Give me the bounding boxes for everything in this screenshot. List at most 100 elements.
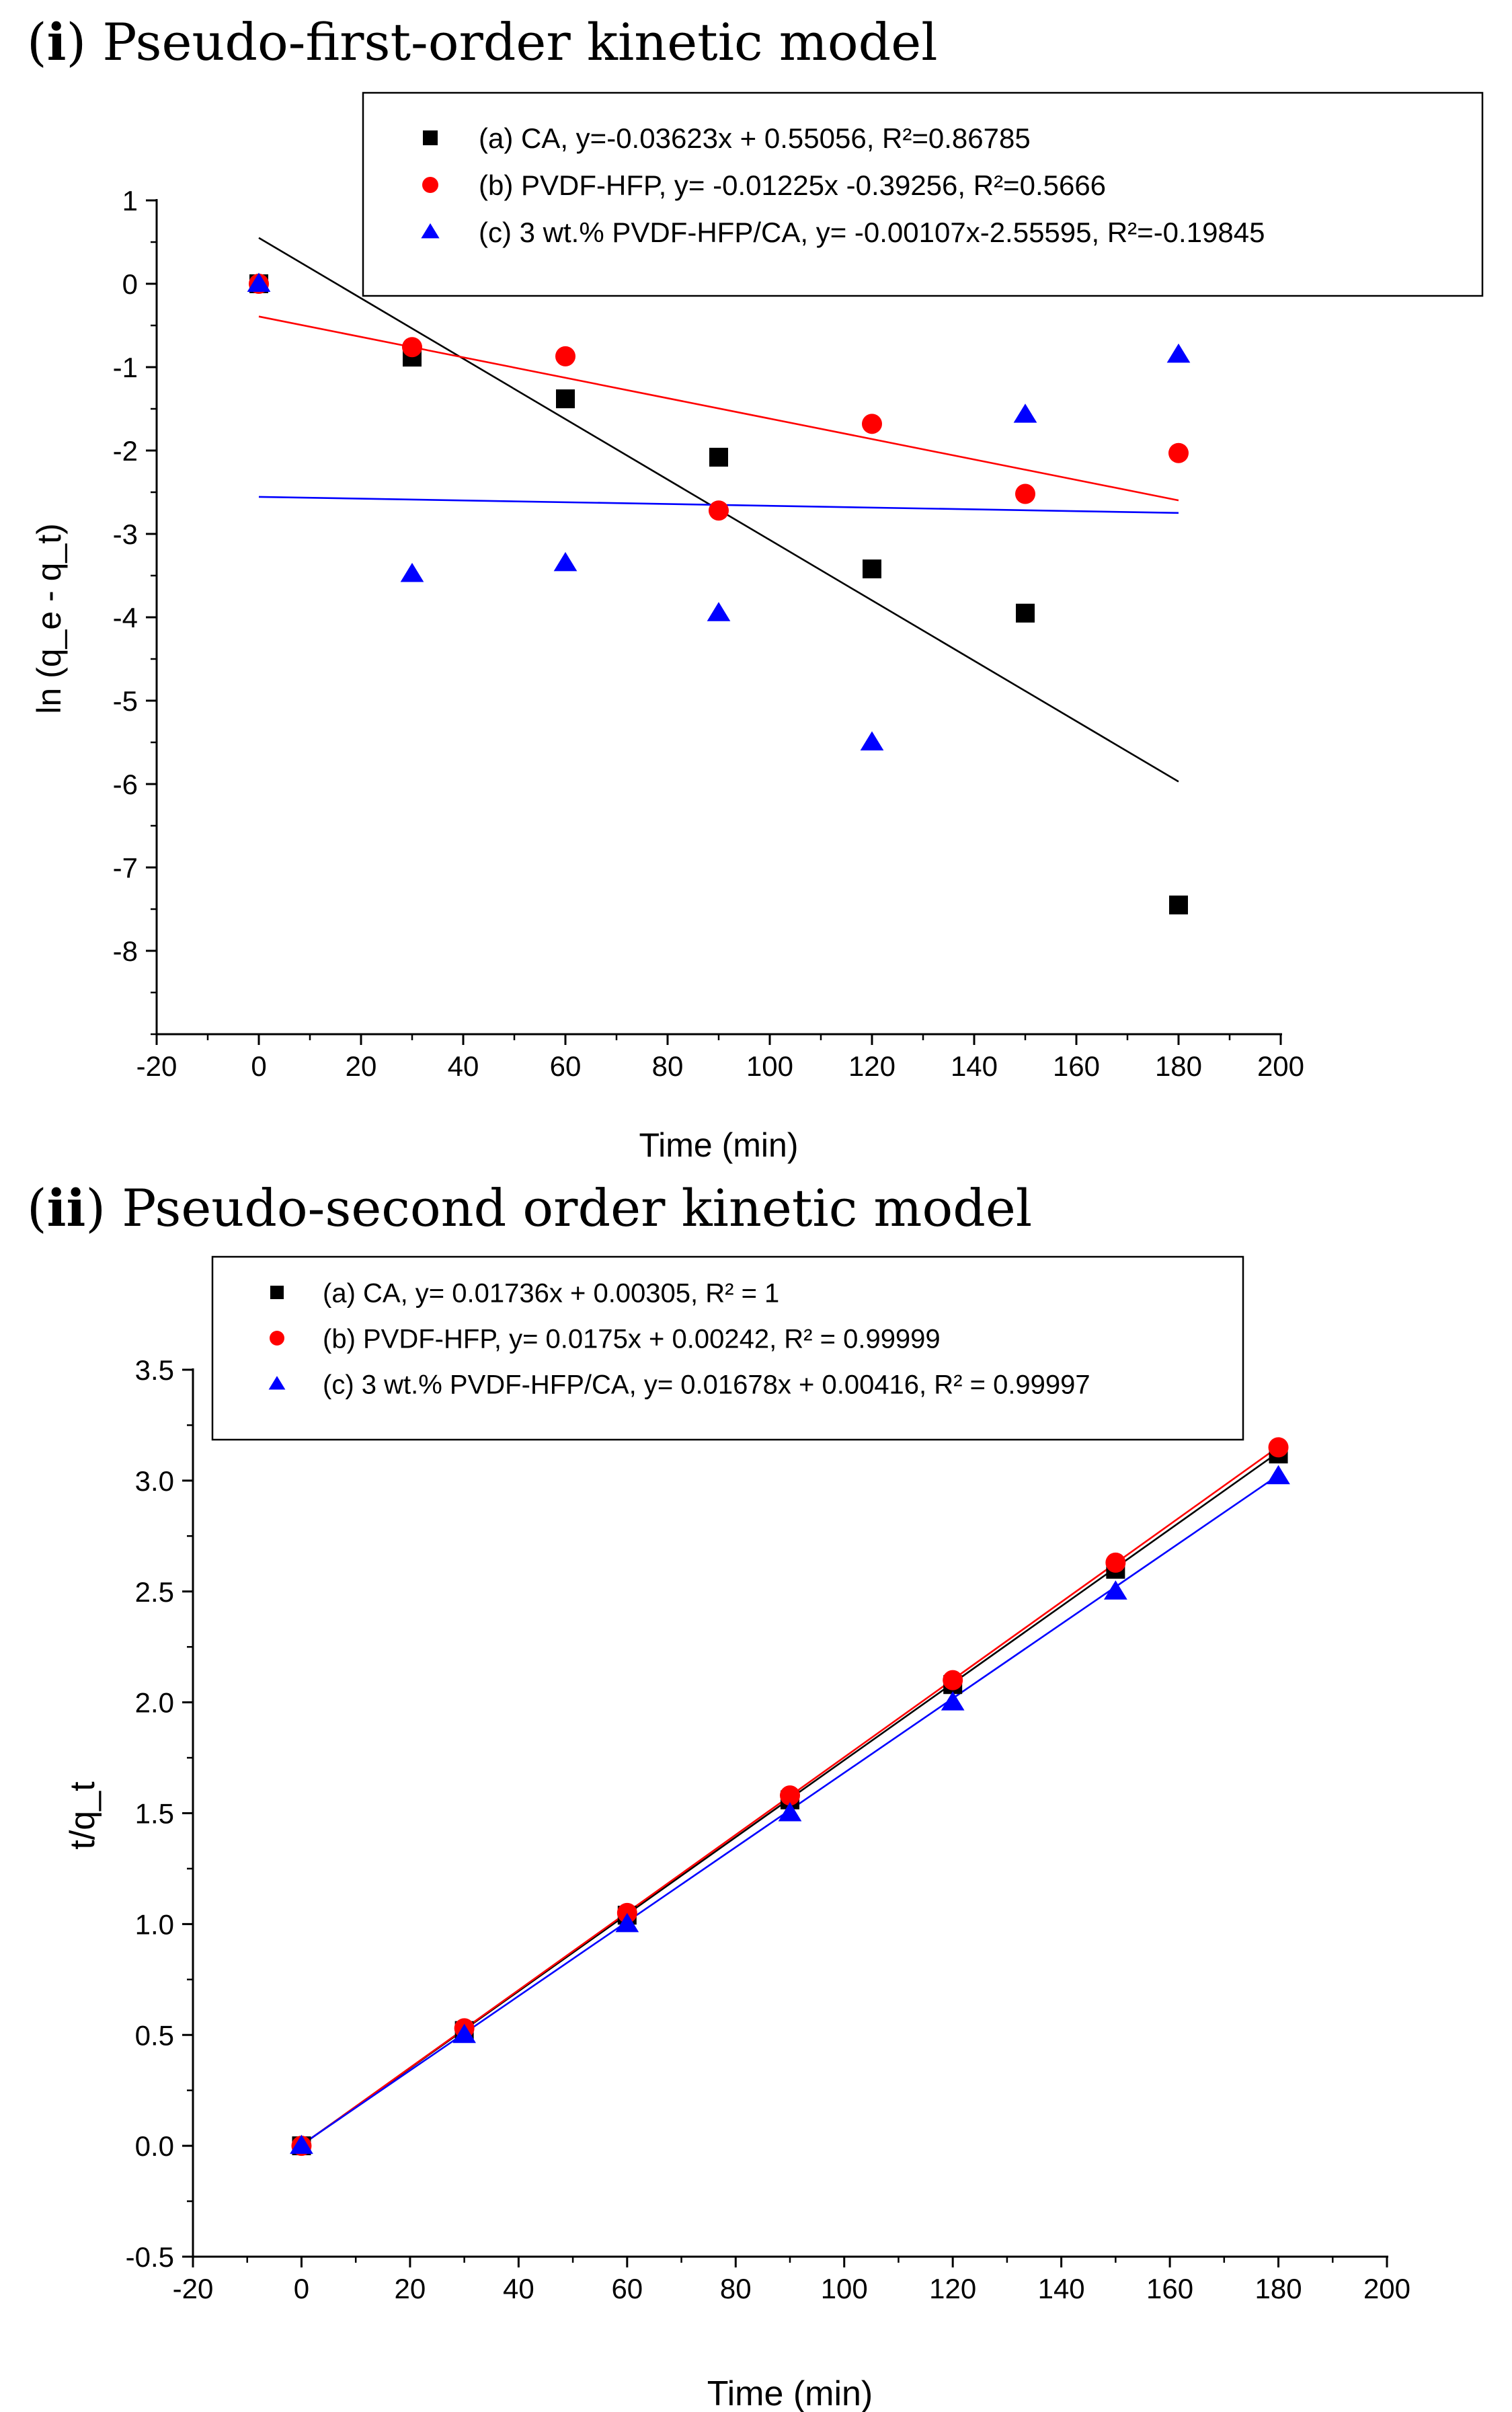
data-point-i-series-2 bbox=[400, 563, 424, 582]
legend-label-ii-series-0: (a) CA, y= 0.01736x + 0.00305, R² = 1 bbox=[323, 1278, 779, 1308]
y-tick-label-ii: 3.5 bbox=[135, 1354, 174, 1386]
x-tick-label-i: 40 bbox=[448, 1050, 479, 1082]
data-point-i-series-0 bbox=[1016, 603, 1035, 623]
legend-marker-i-series-1 bbox=[422, 177, 438, 193]
x-tick-label-ii: 60 bbox=[611, 2273, 643, 2304]
legend-label-ii-series-2: (c) 3 wt.% PVDF-HFP/CA, y= 0.01678x + 0.… bbox=[323, 1370, 1090, 1399]
x-tick-label-i: 20 bbox=[346, 1050, 377, 1082]
panel-label-i: i bbox=[46, 12, 67, 72]
y-tick-label-i: 0 bbox=[122, 268, 138, 300]
data-point-i-series-0 bbox=[556, 389, 575, 409]
x-tick-label-ii: 20 bbox=[395, 2273, 426, 2304]
legend-marker-ii-series-0 bbox=[270, 1286, 284, 1299]
data-point-ii-series-2 bbox=[452, 2023, 476, 2044]
x-tick-label-ii: 100 bbox=[821, 2273, 868, 2304]
fit-line-ii-series-1 bbox=[301, 1446, 1279, 2146]
data-point-i-series-1 bbox=[402, 337, 422, 358]
data-point-ii-series-1 bbox=[1268, 1437, 1289, 1458]
data-point-ii-series-1 bbox=[616, 1902, 637, 1923]
y-tick-label-ii: 3.0 bbox=[135, 1465, 174, 1497]
data-point-i-series-0 bbox=[863, 559, 881, 579]
data-point-ii-series-1 bbox=[1105, 1552, 1126, 1573]
x-tick-label-ii: 40 bbox=[503, 2273, 534, 2304]
legend-label-i-series-2: (c) 3 wt.% PVDF-HFP/CA, y= -0.00107x-2.5… bbox=[479, 217, 1265, 248]
x-axis-label-i: Time (min) bbox=[639, 1126, 798, 1164]
data-point-ii-series-2 bbox=[1104, 1580, 1127, 1600]
data-point-i-series-1 bbox=[1168, 442, 1189, 463]
data-point-ii-series-2 bbox=[941, 1691, 965, 1711]
data-point-ii-series-0 bbox=[1269, 1444, 1288, 1464]
data-point-i-series-1 bbox=[862, 414, 882, 434]
fit-line-ii-series-0 bbox=[301, 1451, 1279, 2146]
y-tick-label-i: -5 bbox=[113, 685, 138, 717]
y-tick-label-i: -6 bbox=[113, 769, 138, 800]
data-point-i-series-1 bbox=[555, 346, 575, 366]
data-point-ii-series-0 bbox=[454, 2021, 474, 2040]
y-tick-label-i: -4 bbox=[113, 602, 138, 633]
y-tick-label-ii: 2.5 bbox=[135, 1576, 174, 1608]
chart-pseudo-first-order: -20 0 20 40 60 80 100 120 140 160 180 200 1 0 -1 -2 -3 -4… bbox=[30, 91, 1484, 1164]
x-tick-label-ii: 120 bbox=[929, 2273, 976, 2304]
legend-box-i bbox=[362, 91, 1484, 297]
data-point-ii-series-1 bbox=[943, 1670, 963, 1690]
x-tick-label-ii: 200 bbox=[1363, 2273, 1410, 2304]
x-tick-label-i: 0 bbox=[251, 1050, 266, 1082]
y-axis-label-ii: t/q_t bbox=[63, 1781, 102, 1850]
x-axis-label-ii: Time (min) bbox=[707, 2374, 873, 2412]
data-point-i-series-2 bbox=[1166, 343, 1191, 363]
legend-label-i-series-1: (b) PVDF-HFP, y= -0.01225x -0.39256, R²=… bbox=[479, 169, 1106, 201]
data-point-ii-series-2 bbox=[1267, 1465, 1290, 1485]
data-point-ii-series-2 bbox=[778, 1802, 802, 1822]
legend-marker-i-series-0 bbox=[423, 130, 438, 145]
y-tick-label-ii: -0.5 bbox=[126, 2241, 174, 2273]
y-tick-label-i: -7 bbox=[113, 852, 138, 884]
panel-label-ii: ii bbox=[46, 1178, 86, 1238]
fit-line-i-series-1 bbox=[258, 315, 1179, 502]
x-tick-label-i: 60 bbox=[550, 1050, 582, 1082]
panel-title-ii: (ii) Pseudo-second order kinetic model bbox=[27, 1178, 1033, 1238]
x-tick-label-i: 140 bbox=[951, 1050, 998, 1082]
data-point-ii-series-0 bbox=[943, 1675, 963, 1695]
x-tick-label-ii: 160 bbox=[1146, 2273, 1193, 2304]
data-point-i-series-0 bbox=[709, 447, 728, 467]
legend-marker-i-series-2 bbox=[421, 223, 440, 239]
data-point-ii-series-2 bbox=[615, 1912, 639, 1933]
data-point-ii-series-0 bbox=[617, 1906, 637, 1925]
legend-marker-ii-series-2 bbox=[268, 1376, 286, 1390]
data-point-i-series-2 bbox=[247, 272, 271, 292]
x-tick-label-i: 200 bbox=[1257, 1050, 1304, 1082]
legend-label-ii-series-1: (b) PVDF-HFP, y= 0.0175x + 0.00242, R² =… bbox=[323, 1324, 941, 1354]
data-point-ii-series-1 bbox=[454, 2018, 475, 2039]
legend-label-i-series-0: (a) CA, y=-0.03623x + 0.55056, R²=0.8678… bbox=[479, 122, 1031, 154]
fit-line-ii-series-2 bbox=[301, 1474, 1279, 2146]
data-point-i-series-2 bbox=[553, 551, 578, 572]
data-point-ii-series-2 bbox=[290, 2134, 313, 2154]
data-point-ii-series-1 bbox=[291, 2136, 312, 2156]
y-tick-label-i: -2 bbox=[113, 435, 138, 467]
y-tick-label-i: -3 bbox=[113, 518, 138, 550]
data-point-ii-series-0 bbox=[781, 1790, 799, 1810]
data-point-i-series-0 bbox=[1169, 895, 1188, 915]
x-tick-label-i: 160 bbox=[1053, 1050, 1100, 1082]
x-tick-label-i: -20 bbox=[136, 1050, 177, 1082]
legend-box-ii bbox=[211, 1255, 1244, 1441]
y-axis-label-i: ln (q_e - q_t) bbox=[30, 523, 68, 713]
x-tick-label-ii: -20 bbox=[173, 2273, 214, 2304]
data-point-i-series-2 bbox=[707, 602, 731, 621]
y-tick-label-ii: 1.5 bbox=[135, 1798, 174, 1830]
x-tick-label-i: 100 bbox=[746, 1050, 793, 1082]
data-point-i-series-2 bbox=[1013, 403, 1037, 423]
y-tick-label-ii: 0.5 bbox=[135, 2019, 174, 2051]
x-tick-label-i: 180 bbox=[1155, 1050, 1202, 1082]
data-point-i-series-1 bbox=[709, 500, 729, 521]
y-tick-label-ii: 1.0 bbox=[135, 1908, 174, 1940]
y-tick-label-ii: 0.0 bbox=[135, 2130, 174, 2162]
panel-title-text-i: Pseudo-first-order kinetic model bbox=[102, 12, 938, 72]
x-tick-label-ii: 0 bbox=[294, 2273, 309, 2304]
panel-title-i: (i) Pseudo-first-order kinetic model bbox=[27, 12, 938, 72]
data-point-ii-series-0 bbox=[1106, 1559, 1125, 1579]
x-tick-label-i: 80 bbox=[652, 1050, 684, 1082]
x-tick-label-ii: 180 bbox=[1255, 2273, 1302, 2304]
data-point-i-series-2 bbox=[860, 731, 884, 750]
x-tick-label-ii: 140 bbox=[1038, 2273, 1085, 2304]
